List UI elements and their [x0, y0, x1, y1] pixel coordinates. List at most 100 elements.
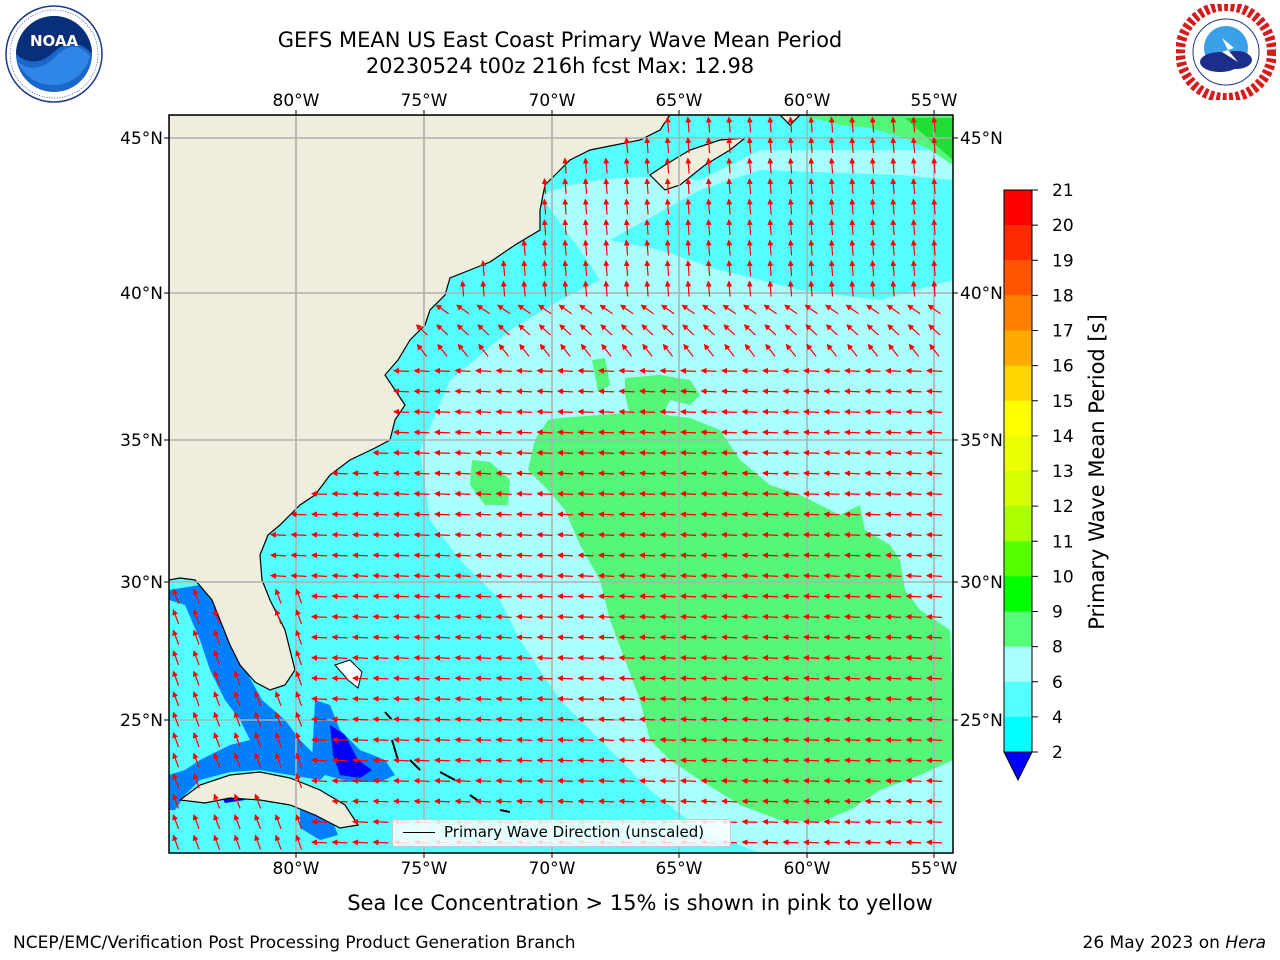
wave-direction-arrow: [295, 814, 303, 830]
wave-direction-arrow: [931, 280, 938, 297]
wave-direction-arrow: [295, 732, 303, 748]
wave-direction-arrow: [828, 280, 835, 297]
wave-direction-arrow: [274, 609, 282, 625]
wave-direction-arrow: [577, 572, 594, 579]
wave-direction-arrow: [233, 711, 241, 727]
bahamas-deep: [330, 725, 372, 778]
wave-direction-arrow: [659, 367, 676, 374]
wave-direction-arrow: [331, 634, 348, 641]
wave-direction-arrow: [905, 449, 922, 456]
wave-direction-arrow: [721, 798, 738, 805]
colorbar-tick-label: 16: [1052, 357, 1074, 377]
wave-direction-arrow: [823, 695, 840, 702]
wave-direction-arrow: [662, 343, 674, 357]
wave-direction-arrow: [557, 654, 574, 661]
wave-direction-arrow: [454, 490, 471, 497]
wave-direction-arrow: [849, 219, 856, 236]
wave-direction-arrow: [823, 777, 840, 784]
wave-direction-arrow: [454, 367, 471, 374]
noaa-logo: NOAA: [5, 5, 103, 103]
wave-direction-arrow: [213, 793, 221, 809]
wave-direction-arrow: [536, 798, 553, 805]
wave-direction-arrow: [623, 219, 630, 236]
wave-direction-arrow: [680, 798, 697, 805]
wave-direction-arrow: [172, 711, 180, 727]
wave-direction-arrow: [557, 634, 574, 641]
wave-direction-arrow: [495, 552, 512, 559]
wave-direction-arrow: [434, 634, 451, 641]
wave-direction-arrow: [516, 654, 533, 661]
wave-direction-arrow: [393, 449, 410, 456]
wave-direction-arrow: [803, 777, 820, 784]
wave-direction-arrow: [557, 613, 574, 620]
wave-direction-arrow: [557, 470, 574, 477]
wave-direction-arrow: [372, 531, 389, 538]
wave-direction-arrow: [743, 324, 756, 336]
wave-direction-arrow: [454, 470, 471, 477]
wave-direction-arrow: [582, 157, 589, 174]
wave-direction-arrow: [926, 449, 943, 456]
wave-direction-arrow: [480, 280, 487, 297]
wave-direction-arrow: [683, 343, 694, 357]
colorbar-segment: [1004, 330, 1032, 367]
footer-host: Hera: [1225, 933, 1266, 953]
wave-direction-arrow: [680, 736, 697, 743]
wave-direction-arrow: [721, 695, 738, 702]
wave-direction-arrow: [331, 695, 348, 702]
wave-direction-arrow: [640, 304, 654, 315]
wave-direction-arrow: [849, 157, 856, 174]
wave-direction-arrow: [721, 470, 738, 477]
wave-direction-arrow: [557, 572, 574, 579]
wave-direction-arrow: [762, 736, 779, 743]
wave-direction-arrow: [782, 429, 799, 436]
wave-direction-arrow: [828, 219, 835, 236]
wave-direction-arrow: [721, 490, 738, 497]
wave-direction-arrow: [580, 343, 592, 357]
wave-direction-arrow: [803, 736, 820, 743]
wave-direction-arrow: [782, 470, 799, 477]
wave-direction-arrow: [762, 777, 779, 784]
colorbar-segment: [1004, 646, 1032, 683]
wave-direction-arrow: [475, 634, 492, 641]
footer-date-text: 26 May 2023 on: [1082, 933, 1226, 953]
wave-direction-arrow: [782, 449, 799, 456]
wave-direction-arrow: [931, 198, 938, 215]
wave-direction-arrow: [823, 511, 840, 518]
wave-direction-arrow: [254, 691, 262, 707]
wave-direction-arrow: [311, 613, 328, 620]
wave-direction-arrow: [905, 716, 922, 723]
wave-direction-arrow: [869, 239, 876, 256]
wave-direction-arrow: [782, 552, 799, 559]
wave-direction-arrow: [664, 178, 671, 195]
wave-direction-arrow: [192, 670, 200, 686]
wave-direction-arrow: [782, 531, 799, 538]
wave-direction-arrow: [618, 716, 635, 723]
wave-direction-arrow: [864, 593, 881, 600]
wave-direction-arrow: [541, 260, 548, 277]
wave-direction-arrow: [434, 777, 451, 784]
wave-direction-arrow: [352, 716, 369, 723]
wave-direction-arrow: [803, 572, 820, 579]
wave-direction-arrow: [618, 388, 635, 395]
wave-direction-arrow: [905, 613, 922, 620]
wave-direction-arrow: [413, 449, 430, 456]
wave-direction-arrow: [680, 777, 697, 784]
wave-direction-arrow: [864, 839, 881, 846]
wave-direction-arrow: [741, 552, 758, 559]
wave-direction-arrow: [659, 634, 676, 641]
wave-direction-arrow: [577, 798, 594, 805]
wave-direction-arrow: [823, 716, 840, 723]
wave-direction-arrow: [926, 429, 943, 436]
wave-direction-arrow: [885, 716, 902, 723]
wave-direction-arrow: [926, 736, 943, 743]
lat-label-right: 40°N: [960, 284, 1003, 304]
wave-direction-arrow: [295, 609, 303, 625]
wave-direction-arrow: [784, 304, 798, 315]
wave-direction-arrow: [864, 429, 881, 436]
wave-direction-arrow: [618, 490, 635, 497]
wave-direction-arrow: [664, 280, 671, 297]
wave-direction-arrow: [721, 429, 738, 436]
wave-direction-arrow: [808, 157, 815, 174]
wave-direction-arrow: [454, 408, 471, 415]
wave-direction-arrow: [539, 343, 551, 357]
